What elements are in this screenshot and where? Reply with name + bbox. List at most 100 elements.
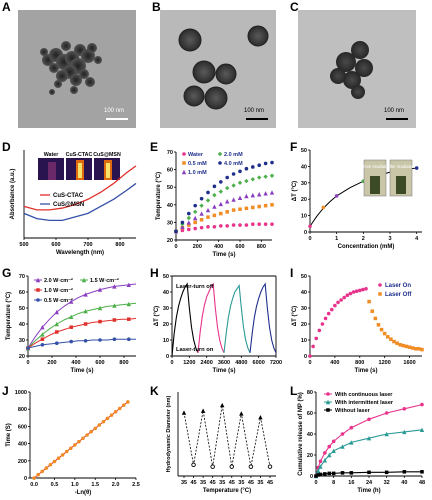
vial-label: After irradiation [387,164,416,169]
y-tick-label: 20 [167,238,173,244]
data-point [263,191,268,196]
data-point [323,316,328,321]
legend-label: 1.5 W·cm⁻² [90,277,119,284]
data-point [225,199,230,204]
data-point [83,309,88,314]
legend-label: Without laser [335,408,371,414]
panel-letter-k: K [150,384,159,398]
data-point [48,462,53,467]
data-point [64,449,69,454]
data-point [225,175,229,180]
vial-liquid [370,176,380,194]
data-point [26,346,30,350]
x-axis-title: Temperature (°C) [203,488,251,494]
y-tick-label: 0 [310,474,313,480]
data-point [105,416,110,421]
y-tick-label: 30 [19,338,25,344]
data-point [257,163,262,167]
y-axis-title: Absorbance (a.u.) [10,169,16,220]
data-point [54,321,59,327]
x-axis-title: Time (s) [213,368,236,374]
y-tick-label: 1000 [15,390,27,396]
data-point [401,343,406,348]
data-point [250,177,255,182]
data-point [244,166,249,171]
legend-marker [182,161,186,165]
data-point [199,196,204,201]
legend-marker [378,283,382,287]
y-tick-label: 40 [163,290,169,296]
y-tick-label: 60 [19,290,25,296]
data-point [345,293,350,298]
data-point [69,314,74,319]
data-point [331,471,336,476]
data-point [244,206,249,211]
data-point [187,227,191,232]
y-tick-label: 30 [301,306,307,312]
x-tick-label: 700 [83,242,92,248]
y-tick-label: 50 [19,306,25,312]
data-point [193,203,197,208]
x-tick-label: 32 [384,480,390,486]
data-point [382,331,387,336]
legend-label: With continuous laser [335,392,393,398]
y-tick-label: 200 [18,459,27,465]
data-point [349,425,354,430]
panel-letter-e: E [150,140,159,154]
data-point [112,284,117,289]
legend-label: Laser On [385,283,411,289]
data-point [267,464,273,469]
data-point [54,309,59,315]
data-point [180,224,185,229]
data-point [316,473,320,477]
panel-letter-f: F [290,140,298,154]
data-point [40,469,45,474]
y-tick-label: 20 [301,322,307,328]
data-point [52,459,57,464]
legend-label: 1.0 mM [188,170,207,176]
fit-line [33,401,129,479]
data-point [402,429,407,435]
data-point [379,327,384,332]
data-point [373,316,378,321]
data-point [420,470,424,474]
data-point [364,287,368,291]
x-tick-label: 1200 [183,360,195,366]
data-point [199,218,204,222]
data-point [361,287,365,292]
data-point [40,332,45,337]
y-tick-label: 60 [307,411,313,417]
data-point [186,220,191,225]
data-point [392,339,396,344]
data-point [420,347,424,352]
data-point [69,339,73,344]
vial-label: Before irradiation [359,164,392,169]
panel-letter-c: C [290,0,299,14]
x-tick-label: 6000 [253,360,265,366]
data-point [193,226,197,231]
data-point [212,184,217,189]
data-point [187,211,191,216]
tem-image-c: 100 nm [298,10,416,128]
data-point [339,298,343,302]
data-point [398,343,402,347]
data-point [336,300,340,305]
y-axis-title: Time (S) [6,423,12,447]
data-point [225,224,229,228]
data-point [340,432,345,436]
x-axis-title: Time (s) [71,368,94,374]
y-tick-label: 40 [301,164,307,170]
data-point [420,402,424,407]
legend-label: With intermittent laser [335,400,394,406]
x-tick-label: 35 [257,480,263,486]
vial-liquid [396,176,406,194]
x-tick-label: 0 [314,480,317,486]
data-point [199,211,204,216]
data-point [367,417,371,422]
data-point [231,223,236,227]
y-tick-label: 20 [307,453,313,459]
data-point [308,354,312,358]
data-point [367,470,371,475]
y-tick-label: 40 [167,203,173,209]
